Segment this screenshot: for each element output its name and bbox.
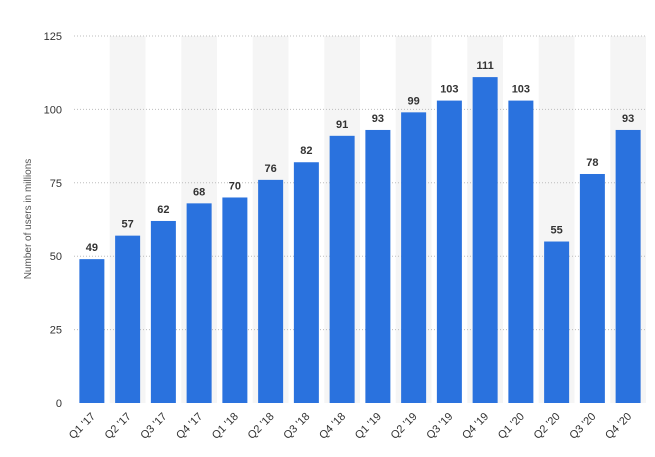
bar [293, 162, 319, 403]
data-label: 62 [157, 204, 169, 216]
data-label: 57 [122, 219, 134, 231]
y-tick-label: 75 [50, 178, 62, 190]
x-tick-label: Q3 '17 [138, 411, 169, 442]
data-label: 49 [86, 242, 98, 254]
y-tick-label: 0 [56, 398, 62, 410]
bar [615, 129, 641, 403]
bar [544, 241, 570, 403]
y-tick-label: 100 [44, 104, 62, 116]
bar [150, 220, 176, 403]
data-label: 91 [336, 119, 348, 131]
data-label: 55 [551, 225, 563, 237]
data-label: 78 [586, 157, 598, 169]
x-tick-label: Q4 '19 [460, 411, 491, 442]
bar [472, 77, 498, 403]
y-tick-label: 25 [50, 325, 62, 337]
data-label: 103 [512, 84, 530, 96]
bar [115, 235, 141, 403]
x-tick-label: Q2 '17 [103, 411, 134, 442]
y-axis-ticks: 0 25 50 75 100 125 [44, 31, 62, 410]
x-tick-label: Q4 '17 [174, 411, 205, 442]
x-axis-ticks: Q1 '17 Q2 '17 Q3 '17 Q4 '17 Q1 '18 Q2 '18 Q3 '… [67, 411, 634, 442]
gridlines [74, 35, 646, 331]
data-labels: 49 57 62 68 70 76 82 91 93 99 103 111 103 55 78 93 [86, 60, 635, 254]
bar [401, 112, 427, 403]
x-tick-label: Q1 '18 [210, 411, 241, 442]
bar [508, 100, 534, 403]
y-axis-label: Number of users in millions [23, 159, 34, 280]
data-label: 103 [440, 84, 458, 96]
x-tick-label: Q1 '19 [353, 411, 384, 442]
data-label: 76 [265, 163, 277, 175]
data-label: 111 [477, 60, 494, 72]
bar [579, 173, 605, 403]
x-tick-label: Q3 '19 [424, 411, 455, 442]
bar [222, 197, 248, 403]
bar [258, 179, 284, 403]
bars [79, 77, 641, 403]
data-label: 68 [193, 186, 205, 198]
y-tick-label: 125 [44, 31, 62, 43]
bar [329, 135, 355, 403]
x-tick-label: Q4 '20 [603, 411, 634, 442]
data-label: 93 [372, 113, 384, 125]
y-tick-label: 50 [50, 251, 62, 263]
x-tick-label: Q3 '20 [567, 411, 598, 442]
data-label: 99 [408, 95, 420, 107]
bar [79, 259, 105, 403]
x-tick-label: Q4 '18 [317, 411, 348, 442]
x-tick-label: Q3 '18 [281, 411, 312, 442]
x-tick-label: Q2 '18 [246, 411, 277, 442]
data-label: 93 [622, 113, 634, 125]
bar [436, 100, 462, 403]
x-tick-label: Q1 '20 [496, 411, 527, 442]
bar [186, 203, 212, 403]
bar [365, 129, 391, 403]
x-tick-label: Q2 '20 [532, 411, 563, 442]
x-tick-label: Q1 '17 [67, 411, 98, 442]
data-label: 70 [229, 180, 241, 192]
x-tick-label: Q2 '19 [389, 411, 420, 442]
data-label: 82 [300, 145, 312, 157]
